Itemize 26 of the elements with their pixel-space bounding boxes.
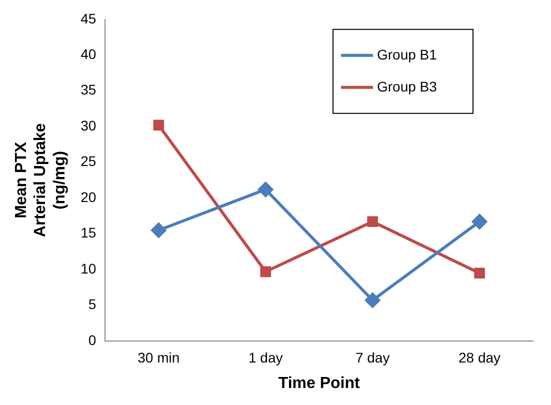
y-tick-label: 10 [80,260,96,276]
legend-label: Group B1 [377,46,438,62]
legend-label: Group B3 [377,78,438,94]
point [260,266,271,278]
y-tick-label: 30 [80,117,96,134]
point [365,292,380,308]
point [367,216,378,228]
point [151,222,166,238]
y-tick-label: 40 [80,46,96,62]
y-axis-title: Mean PTX Arterial Uptake (ng/mg) [13,123,68,238]
y-tick-label: 20 [80,188,96,205]
point [474,268,485,278]
y-tick-label: 0 [88,332,96,348]
x-tick-label: 7 day [355,349,390,366]
x-axis-title: Time Point [278,374,360,392]
point [472,214,488,230]
point [153,120,164,131]
x-tick-label: 30 min [138,349,180,366]
point [258,182,274,197]
y-tick-label: 25 [80,153,96,170]
y-tick-label: 15 [80,224,96,241]
x-tick-label: 28 day [458,349,501,366]
y-tick-label: 35 [80,82,96,98]
x-tick-label: 1 day [248,349,283,366]
y-tick-label: 45 [80,10,96,26]
y-tick-label: 5 [88,296,96,312]
